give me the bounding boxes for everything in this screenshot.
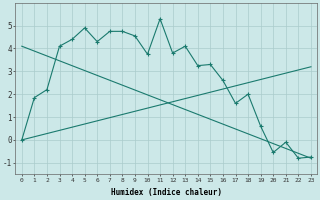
X-axis label: Humidex (Indice chaleur): Humidex (Indice chaleur)	[111, 188, 222, 197]
